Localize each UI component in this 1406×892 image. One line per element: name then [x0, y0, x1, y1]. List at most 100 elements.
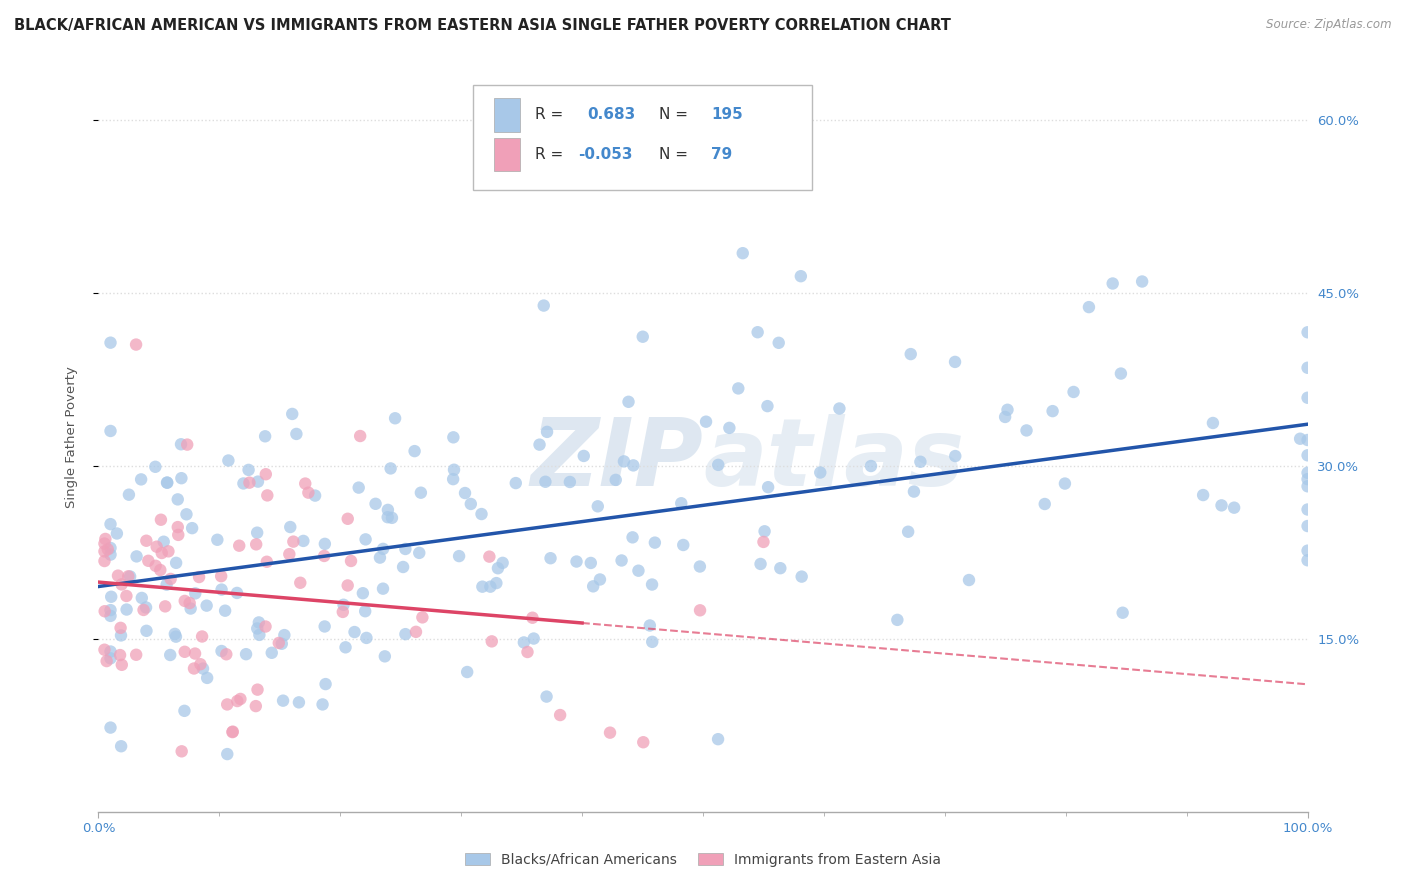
Point	[1077, 300, 1099, 314]
Point	[1111, 606, 1133, 620]
Point	[910, 455, 932, 469]
Point	[405, 624, 427, 639]
Point	[110, 628, 132, 642]
Point	[254, 467, 277, 482]
Text: 79: 79	[711, 147, 733, 162]
Point	[513, 635, 536, 649]
FancyBboxPatch shape	[494, 137, 520, 171]
Point	[181, 521, 204, 535]
Point	[97, 542, 120, 557]
Point	[93, 544, 115, 558]
Point	[245, 699, 267, 714]
Point	[226, 586, 249, 600]
Point	[540, 551, 562, 566]
Point	[157, 544, 180, 558]
Point	[638, 618, 661, 632]
Point	[485, 576, 508, 591]
Point	[349, 429, 371, 443]
Point	[352, 586, 374, 600]
Point	[100, 590, 122, 604]
Point	[145, 558, 167, 573]
Point	[254, 429, 277, 443]
Point	[671, 496, 693, 510]
Point	[586, 500, 609, 514]
Point	[290, 575, 312, 590]
Point	[100, 335, 122, 350]
Point	[179, 596, 201, 610]
Point	[246, 475, 269, 489]
Point	[364, 497, 387, 511]
Point	[267, 636, 290, 650]
Point	[94, 532, 117, 546]
Point	[260, 646, 283, 660]
Point	[1296, 360, 1319, 375]
Text: 0.683: 0.683	[586, 107, 636, 122]
Point	[191, 630, 214, 644]
Point	[190, 657, 212, 672]
Point	[1296, 502, 1319, 516]
Point	[314, 549, 336, 563]
Point	[672, 538, 695, 552]
Point	[1109, 367, 1132, 381]
Point	[1223, 500, 1246, 515]
Point	[689, 603, 711, 617]
Point	[1296, 391, 1319, 405]
Point	[304, 489, 326, 503]
Point	[695, 415, 717, 429]
Point	[409, 485, 432, 500]
Point	[443, 463, 465, 477]
Point	[336, 512, 359, 526]
Point	[176, 437, 198, 451]
Point	[790, 269, 813, 284]
Point	[135, 624, 157, 638]
Point	[1101, 277, 1123, 291]
Point	[246, 525, 269, 540]
Point	[235, 647, 257, 661]
Point	[294, 476, 316, 491]
Point	[314, 619, 336, 633]
Point	[117, 569, 139, 583]
Point	[159, 572, 181, 586]
Point	[621, 458, 644, 473]
Point	[120, 569, 142, 583]
Point	[617, 394, 640, 409]
Point	[96, 654, 118, 668]
Point	[441, 472, 464, 486]
Point	[354, 533, 377, 547]
Point	[100, 644, 122, 658]
Point	[377, 503, 399, 517]
Point	[156, 475, 179, 490]
Point	[718, 421, 741, 435]
Point	[336, 578, 359, 592]
Point	[191, 662, 214, 676]
Point	[195, 671, 218, 685]
Point	[297, 485, 319, 500]
Point	[347, 481, 370, 495]
Point	[149, 513, 172, 527]
Point	[769, 561, 792, 575]
Point	[707, 732, 730, 747]
Point	[335, 640, 357, 655]
Point	[522, 611, 544, 625]
Point	[808, 466, 831, 480]
Point	[136, 554, 159, 568]
Point	[222, 724, 245, 739]
Legend: Blacks/African Americans, Immigrants from Eastern Asia: Blacks/African Americans, Immigrants fro…	[460, 847, 946, 872]
Point	[238, 463, 260, 477]
Point	[176, 508, 198, 522]
Point	[756, 399, 779, 413]
Point	[332, 598, 354, 612]
Point	[254, 619, 277, 633]
Point	[491, 556, 513, 570]
Point	[110, 577, 132, 591]
Point	[173, 594, 195, 608]
Point	[613, 454, 636, 468]
Point	[605, 473, 627, 487]
Point	[371, 582, 394, 596]
Point	[211, 644, 233, 658]
Point	[471, 580, 494, 594]
Point	[343, 625, 366, 640]
Point	[100, 603, 122, 617]
Point	[994, 409, 1017, 424]
Point	[173, 704, 195, 718]
